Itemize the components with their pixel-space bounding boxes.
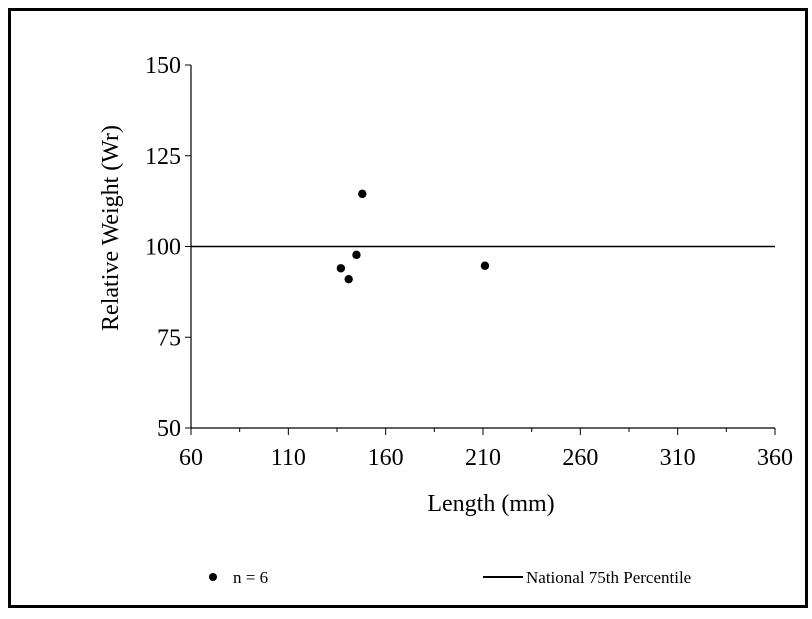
y-axis-title: Relative Weight (Wr) [98,125,124,331]
legend-label-points: n = 6 [233,568,268,587]
x-axis-ticks: 60 110 160 210 260 310 360 [179,428,793,471]
y-tick-label: 100 [145,235,181,261]
scatter-chart: 60 110 160 210 260 310 360 50 75 100 125 150 Lengt… [98,53,793,587]
data-points [336,189,490,284]
data-point [480,261,490,270]
legend: n = 6 National 75th Percentile [209,568,691,587]
x-tick-label: 360 [757,445,793,471]
y-tick-label: 150 [145,53,181,79]
x-tick-label: 210 [465,445,501,471]
data-point [358,189,367,199]
x-tick-label: 110 [271,445,306,471]
chart-frame: 60 110 160 210 260 310 360 50 75 100 125 150 Lengt… [8,8,808,608]
legend-marker-points [209,573,217,581]
y-axis-ticks: 50 75 100 125 150 [145,53,191,442]
legend-label-line: National 75th Percentile [526,568,691,587]
x-axis-title: Length (mm) [427,491,554,517]
data-point [336,264,346,273]
x-tick-label: 260 [562,445,598,471]
y-tick-label: 75 [157,325,181,351]
x-tick-label: 310 [660,445,696,471]
data-point [352,250,361,260]
data-point [344,274,353,284]
x-tick-label: 160 [368,445,404,471]
x-tick-label: 60 [179,445,203,471]
y-tick-label: 125 [145,144,181,170]
y-tick-label: 50 [157,416,181,442]
